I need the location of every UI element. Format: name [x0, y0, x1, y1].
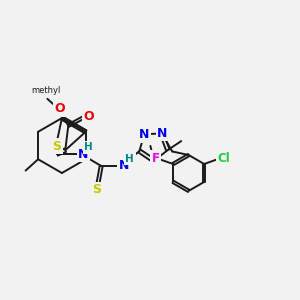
- Text: H: H: [125, 154, 134, 164]
- Text: S: S: [92, 183, 101, 196]
- Text: methyl: methyl: [31, 85, 60, 94]
- Text: S: S: [52, 140, 61, 153]
- Text: O: O: [84, 110, 94, 123]
- Text: N: N: [119, 160, 129, 172]
- Text: N: N: [157, 127, 168, 140]
- Text: O: O: [55, 103, 65, 116]
- Text: N: N: [78, 148, 88, 160]
- Text: Cl: Cl: [218, 152, 230, 164]
- Text: N: N: [139, 128, 149, 141]
- Text: H: H: [84, 142, 93, 152]
- Text: F: F: [152, 152, 160, 164]
